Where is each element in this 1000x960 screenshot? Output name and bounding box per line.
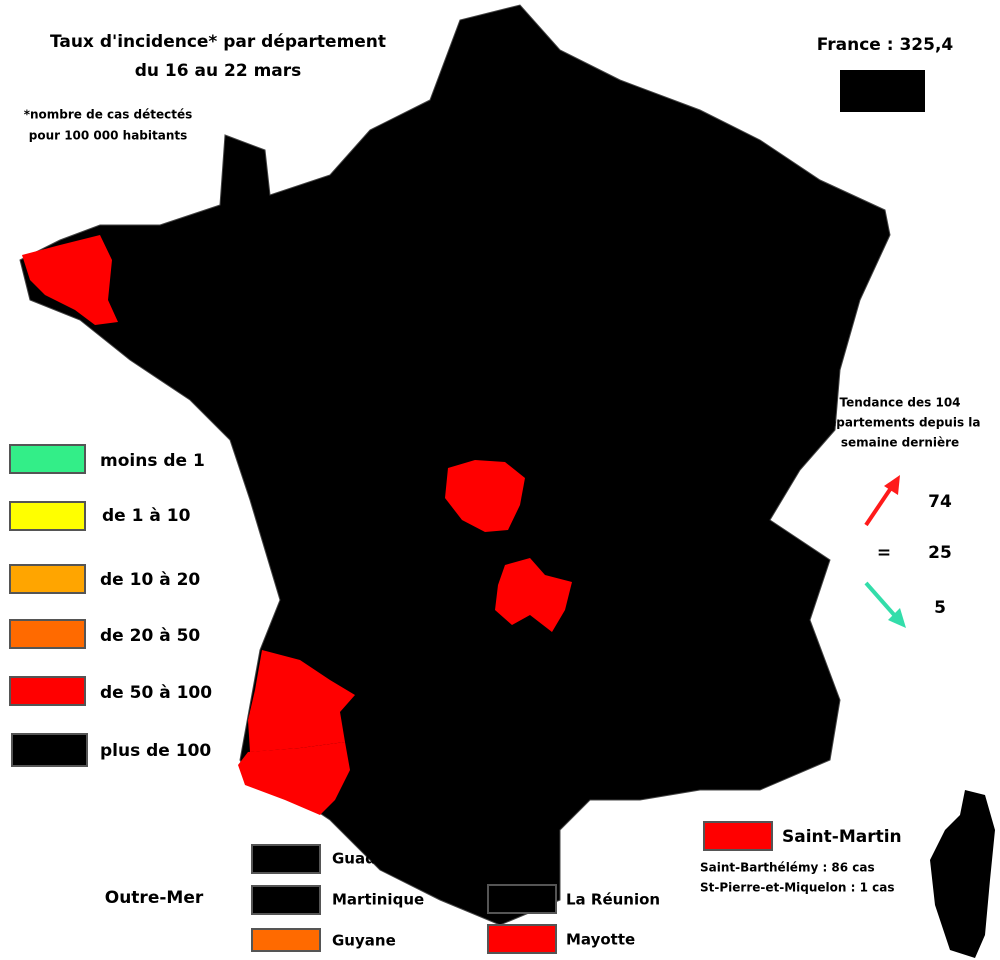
territory-name: Mayotte xyxy=(566,931,635,949)
landes xyxy=(238,742,350,815)
trend-down: 5 xyxy=(934,598,946,618)
territory-swatch xyxy=(487,924,557,954)
trend-up: 74 xyxy=(928,492,952,512)
overseas-title: Outre-Mer xyxy=(105,888,204,908)
legend-swatch xyxy=(11,733,88,767)
territory-name: Guyane xyxy=(332,932,396,950)
legend-swatch xyxy=(9,564,86,594)
trend-title: semaine dernière xyxy=(841,436,959,450)
territory-name: Saint-Martin xyxy=(782,827,902,847)
trend: Tendance des 104 départements depuis la … xyxy=(820,396,981,628)
footnote: pour 100 000 habitants xyxy=(29,129,188,143)
finistere xyxy=(22,235,118,325)
france-map xyxy=(19,4,995,958)
legend-label: de 1 à 10 xyxy=(102,506,191,526)
legend-label: de 20 à 50 xyxy=(100,626,200,646)
subtitle: du 16 au 22 mars xyxy=(135,61,302,81)
trend-equal-symbol: = xyxy=(877,543,891,563)
creuse xyxy=(445,460,525,532)
down-arrow xyxy=(864,581,898,619)
trend-title: Tendance des 104 xyxy=(839,396,960,410)
gironde xyxy=(248,650,355,752)
territory-swatch xyxy=(251,844,321,874)
territory-name: Guadeloupe xyxy=(332,850,433,868)
legend-swatch xyxy=(9,444,86,474)
territory-name: Martinique xyxy=(332,891,424,909)
cantal xyxy=(495,558,572,632)
legend-label: moins de 1 xyxy=(100,451,205,471)
legend-swatch xyxy=(9,501,86,531)
territory-note: Saint-Barthélémy : 86 cas xyxy=(700,861,875,875)
title: Taux d'incidence* par département xyxy=(50,32,386,52)
territory-swatch xyxy=(703,821,773,851)
legend-label: de 50 à 100 xyxy=(100,683,212,703)
legend-label: de 10 à 20 xyxy=(100,570,200,590)
corsica xyxy=(930,790,995,958)
territory-swatch xyxy=(251,885,321,915)
territory-swatch xyxy=(251,928,321,952)
trend-title: départements depuis la xyxy=(820,416,981,430)
overseas: Outre-Mer Guadeloupe Martinique Guyane L… xyxy=(105,821,902,954)
legend-swatch xyxy=(9,676,86,706)
territory-note: St-Pierre-et-Miquelon : 1 cas xyxy=(700,881,894,895)
legend-swatch xyxy=(9,619,86,649)
trend-equal: 25 xyxy=(928,543,952,563)
legend: moins de 1 de 1 à 10 de 10 à 20 de 20 à … xyxy=(9,444,212,767)
up-arrow-head xyxy=(884,475,900,495)
national-rate: France : 325,4 xyxy=(817,35,954,55)
down-arrow-head xyxy=(888,608,906,628)
mainland xyxy=(19,4,891,926)
national-swatch xyxy=(840,70,925,112)
legend-label: plus de 100 xyxy=(100,741,211,761)
footnote: *nombre de cas détectés xyxy=(24,108,193,122)
territory-name: La Réunion xyxy=(566,891,660,909)
territory-swatch xyxy=(487,884,557,914)
up-arrow xyxy=(864,483,895,527)
